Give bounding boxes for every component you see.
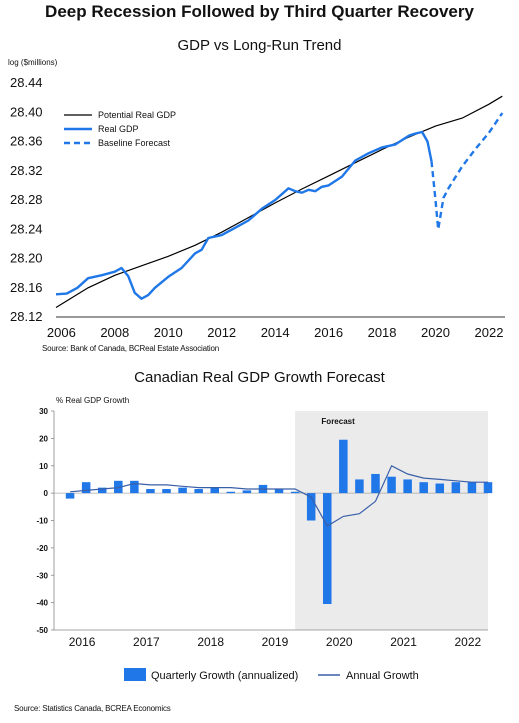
bar bbox=[419, 482, 428, 494]
series-line-annual-growth bbox=[70, 464, 488, 527]
y-tick-label: 28.32 bbox=[10, 163, 43, 178]
forecast-label: Forecast bbox=[321, 417, 355, 426]
bar bbox=[323, 493, 332, 604]
x-tick-label: 2006 bbox=[47, 325, 76, 340]
legend-label: Annual Growth bbox=[346, 670, 419, 682]
y-tick-label: 28.36 bbox=[10, 134, 43, 149]
legend-swatch bbox=[124, 668, 146, 681]
y-tick-label: -20 bbox=[36, 544, 48, 553]
x-tick-label: 2019 bbox=[262, 635, 289, 649]
chart2-title: Canadian Real GDP Growth Forecast bbox=[134, 369, 385, 386]
bar bbox=[226, 491, 236, 494]
bar bbox=[355, 479, 364, 494]
x-tick-label: 2020 bbox=[326, 635, 353, 649]
y-tick-label: 28.40 bbox=[10, 104, 43, 119]
x-tick-label: 2022 bbox=[475, 325, 504, 340]
bar bbox=[65, 493, 75, 499]
bar bbox=[451, 482, 461, 494]
y-tick-label: 30 bbox=[39, 407, 48, 416]
bar bbox=[242, 490, 252, 494]
bar bbox=[483, 482, 493, 494]
y-tick-label: 20 bbox=[39, 434, 48, 443]
chart2-y-axis-label: % Real GDP Growth bbox=[56, 396, 130, 405]
series-line-real-gdp bbox=[55, 130, 433, 300]
bar bbox=[306, 493, 316, 521]
x-tick-label: 2014 bbox=[261, 325, 290, 340]
bar bbox=[81, 482, 91, 494]
x-tick-label: 2018 bbox=[368, 325, 397, 340]
bar bbox=[178, 487, 187, 494]
y-tick-label: 28.24 bbox=[10, 221, 43, 236]
chart1-source: Source: Bank of Canada, BCReal Estate As… bbox=[42, 344, 219, 353]
gdp-trend-chart: 28.12 28.16 28.20 28.24 28.28 28.32 28.36 28.40… bbox=[10, 75, 505, 340]
legend-label: Potential Real GDP bbox=[98, 110, 176, 120]
chart1-title: GDP vs Long-Run Trend bbox=[177, 37, 342, 54]
bar bbox=[339, 439, 348, 494]
bar bbox=[194, 489, 203, 494]
legend-label: Baseline Forecast bbox=[98, 138, 171, 148]
x-tick-label: 2020 bbox=[421, 325, 450, 340]
bar bbox=[274, 489, 284, 494]
bar bbox=[162, 489, 171, 494]
series-line-baseline-forecast bbox=[430, 112, 504, 231]
bar bbox=[97, 487, 107, 494]
y-tick-label: -50 bbox=[36, 626, 48, 635]
y-tick-label: -10 bbox=[36, 517, 48, 526]
bar bbox=[210, 487, 219, 494]
x-tick-label: 2010 bbox=[154, 325, 183, 340]
bar bbox=[114, 480, 123, 494]
chart1-y-axis-label: log ($millions) bbox=[8, 58, 58, 67]
y-tick-label: -30 bbox=[36, 571, 48, 580]
y-tick-label: 10 bbox=[39, 462, 48, 471]
x-tick-label: 2016 bbox=[314, 325, 343, 340]
y-tick-label: 28.12 bbox=[10, 309, 43, 324]
y-tick-label: 28.20 bbox=[10, 251, 43, 266]
y-tick-label: -40 bbox=[36, 599, 48, 608]
x-tick-label: 2017 bbox=[133, 635, 160, 649]
bar bbox=[371, 473, 380, 494]
bar bbox=[435, 483, 445, 494]
legend-label: Real GDP bbox=[98, 124, 139, 134]
x-tick-label: 2012 bbox=[207, 325, 236, 340]
x-tick-label: 2018 bbox=[197, 635, 224, 649]
x-tick-label: 2016 bbox=[69, 635, 96, 649]
chart2-source: Source: Statistics Canada, BCREA Economi… bbox=[14, 704, 171, 713]
bar bbox=[403, 479, 412, 494]
legend-label: Quarterly Growth (annualized) bbox=[151, 670, 298, 682]
bar bbox=[290, 491, 300, 494]
bar bbox=[130, 480, 139, 494]
bar bbox=[146, 489, 155, 494]
main-title: Deep Recession Followed by Third Quarter… bbox=[45, 2, 474, 21]
x-tick-label: 2021 bbox=[390, 635, 417, 649]
bar bbox=[467, 482, 477, 494]
y-tick-label: 28.44 bbox=[10, 75, 43, 90]
y-tick-label: 0 bbox=[44, 489, 49, 498]
y-tick-label: 28.16 bbox=[10, 280, 43, 295]
y-tick-label: 28.28 bbox=[10, 192, 43, 207]
x-tick-label: 2008 bbox=[100, 325, 129, 340]
x-tick-label: 2022 bbox=[455, 635, 482, 649]
bar bbox=[387, 476, 396, 494]
series-line-potential-real-gdp bbox=[55, 95, 503, 309]
